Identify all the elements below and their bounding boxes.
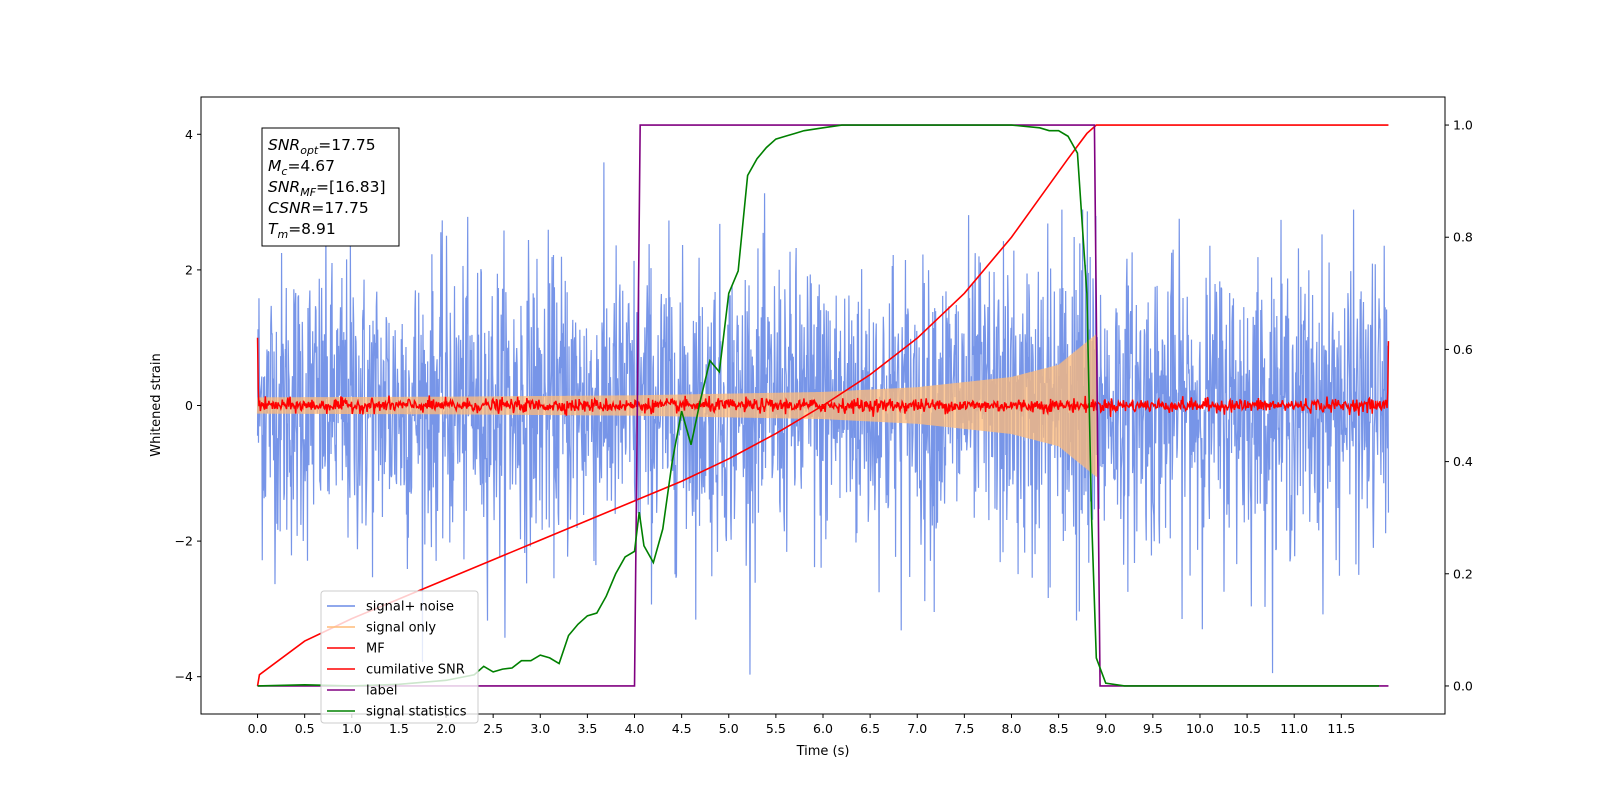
- x-tick-label: 11.0: [1280, 721, 1308, 736]
- x-axis-label: Time (s): [796, 744, 850, 759]
- x-tick-label: 2.5: [483, 721, 503, 736]
- mf-line: [256, 337, 1390, 418]
- x-tick-label: 6.5: [860, 721, 880, 736]
- annotation-subscript: opt: [300, 144, 319, 157]
- y-left-tick-label: 4: [185, 127, 193, 142]
- annotation-subscript: c: [281, 165, 287, 178]
- y-axis-right: 0.0 0.2 0.4 0.6 0.8 1.0: [1445, 118, 1473, 693]
- annotation-symbol: SNR: [268, 178, 300, 196]
- y-right-tick-label: 0.0: [1453, 678, 1473, 693]
- series-signal-only: [256, 334, 1097, 477]
- annotation-subscript: m: [277, 228, 288, 241]
- legend: signal+ noise signal only MF cumilative SNR…: [320, 590, 479, 724]
- annotation-symbol: SNR: [268, 136, 300, 154]
- annotation-value: =8.91: [288, 220, 336, 238]
- y-axis-label-left: Whitened strain: [149, 353, 164, 456]
- annotation-symbol: T: [268, 220, 279, 238]
- legend-label: label: [366, 684, 397, 699]
- y-right-tick-label: 1.0: [1453, 118, 1473, 133]
- x-tick-label: 10.5: [1233, 721, 1261, 736]
- x-tick-label: 9.5: [1143, 721, 1163, 736]
- x-tick-label: 3.0: [530, 721, 550, 736]
- y-left-tick-label: −2: [175, 534, 193, 549]
- legend-label: signal+ noise: [366, 600, 454, 615]
- x-tick-label: 0.5: [295, 721, 315, 736]
- x-tick-label: 5.0: [719, 721, 739, 736]
- annotation-line: SNRMF=[16.83]: [268, 178, 386, 199]
- annotation-box: SNRopt=17.75Mc=4.67SNRMF=[16.83]CSNR=17.…: [261, 127, 400, 247]
- annotation-subscript: MF: [300, 186, 316, 199]
- y-right-tick-label: 0.6: [1453, 342, 1473, 357]
- x-tick-label: 7.0: [907, 721, 927, 736]
- x-tick-label: 5.5: [766, 721, 786, 736]
- signal-statistics-line: [257, 124, 1380, 687]
- x-tick-label: 9.0: [1096, 721, 1116, 736]
- y-right-tick-label: 0.2: [1453, 566, 1473, 581]
- annotation-line: CSNR=17.75: [268, 199, 369, 217]
- signal-only-line: [256, 334, 1097, 477]
- x-tick-label: 4.0: [625, 721, 645, 736]
- annotation-line: Tm=8.91: [268, 220, 336, 241]
- legend-label: signal only: [366, 621, 436, 636]
- x-axis: 0.0 0.5 1.0 1.5 2.0 2.5 3.0 3.5 4.0 4.5 5.0 5.5 6.0 6…: [248, 714, 1355, 736]
- y-left-tick-label: 2: [185, 262, 193, 277]
- y-axis-left: −4 −2 0 2 4: [175, 127, 201, 684]
- x-tick-label: 8.5: [1049, 721, 1069, 736]
- signal-noise-line: [256, 162, 1390, 675]
- y-left-tick-label: 0: [185, 398, 193, 413]
- legend-label: MF: [366, 642, 385, 657]
- y-right-tick-label: 0.8: [1453, 230, 1473, 245]
- annotation-symbol: CSNR: [268, 199, 311, 217]
- y-left-tick-label: −4: [175, 669, 193, 684]
- series-signal-noise: [256, 162, 1390, 675]
- x-tick-label: 1.5: [389, 721, 409, 736]
- annotation-symbol: M: [268, 157, 281, 175]
- x-tick-label: 7.5: [954, 721, 974, 736]
- annotation-value: =17.75: [311, 199, 368, 217]
- x-tick-label: 6.0: [813, 721, 833, 736]
- x-tick-label: 0.0: [248, 721, 268, 736]
- annotation-value: =[16.83]: [316, 178, 385, 196]
- x-tick-label: 2.0: [436, 721, 456, 736]
- annotation-value: =4.67: [287, 157, 335, 175]
- annotation-line: SNRopt=17.75: [268, 136, 376, 157]
- y-right-tick-label: 0.4: [1453, 454, 1473, 469]
- legend-label: signal statistics: [366, 705, 467, 720]
- x-tick-label: 4.5: [672, 721, 692, 736]
- x-tick-label: 10.0: [1186, 721, 1214, 736]
- x-tick-label: 11.5: [1327, 721, 1355, 736]
- series-signal-statistics: [257, 124, 1380, 687]
- x-tick-label: 8.0: [1002, 721, 1022, 736]
- annotation-value: =17.75: [318, 136, 375, 154]
- series-mf: [256, 337, 1390, 418]
- annotation-line: Mc=4.67: [268, 157, 335, 178]
- legend-label: cumilative SNR: [366, 663, 465, 678]
- x-tick-label: 1.0: [342, 721, 362, 736]
- x-tick-label: 3.5: [577, 721, 597, 736]
